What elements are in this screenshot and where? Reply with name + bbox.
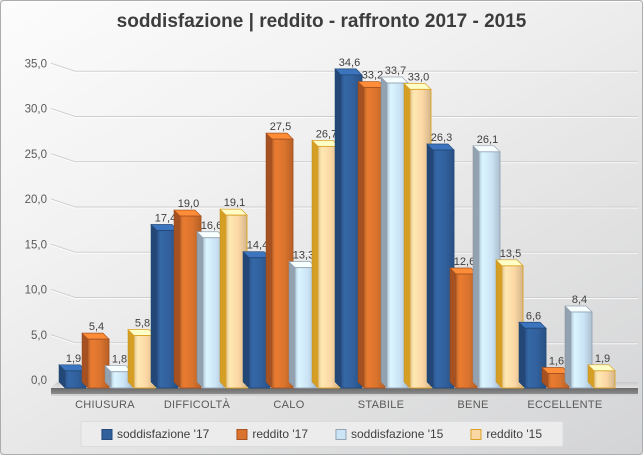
bar-soddisfazione-17-difficoltà[interactable]: 17,4 xyxy=(150,213,179,389)
legend-label: reddito '15 xyxy=(486,427,543,441)
data-label: 33,7 xyxy=(385,65,406,77)
gridlines xyxy=(50,62,638,345)
data-label: 17,4 xyxy=(155,213,176,225)
bar-reddito-17-calo[interactable]: 27,5 xyxy=(265,121,294,389)
data-label: 8,4 xyxy=(572,294,587,306)
data-label: 13,5 xyxy=(500,248,521,260)
chart-legend: soddisfazione '17 reddito '17 soddisfazion… xyxy=(79,421,564,447)
data-label: 34,6 xyxy=(339,57,360,69)
bar-soddisfazione-15-bene[interactable]: 26,1 xyxy=(472,134,501,389)
data-label: 16,6 xyxy=(201,220,222,232)
x-axis-label: CHIUSURA xyxy=(75,399,135,411)
data-label: 1,8 xyxy=(112,354,127,366)
y-tick-label: 20,0 xyxy=(25,194,47,206)
bar-reddito-15-eccellente[interactable]: 1,9 xyxy=(587,353,616,389)
y-tick-label: 0,0 xyxy=(31,375,47,387)
data-label: 19,0 xyxy=(178,198,199,210)
bar-soddisfazione-17-chiusura[interactable]: 1,9 xyxy=(58,353,87,389)
chart-title: soddisfazione | reddito - raffronto 2017… xyxy=(116,11,527,32)
bar-soddisfazione-17-eccellente[interactable]: 6,6 xyxy=(518,310,547,389)
y-tick-label: 25,0 xyxy=(25,149,47,161)
bar-soddisfazione-15-eccellente[interactable]: 8,4 xyxy=(564,294,593,389)
y-axis-labels: 0,0 5,0 10,0 15,0 20,0 25,0 30,0 35,0 xyxy=(25,58,47,387)
legend-item-reddito-15[interactable]: reddito '15 xyxy=(470,427,542,441)
y-tick-label: 15,0 xyxy=(25,239,47,251)
x-axis-labels: CHIUSURA DIFFICOLTÀ CALO STABILE BENE ECCELLE… xyxy=(75,398,602,411)
bar-reddito-17-chiusura[interactable]: 5,4 xyxy=(81,321,110,389)
data-label: 5,8 xyxy=(135,318,150,330)
bar-reddito-17-stabile[interactable]: 33,2 xyxy=(357,70,386,389)
data-label: 1,9 xyxy=(66,353,81,365)
bar-reddito-17-difficoltà[interactable]: 19,0 xyxy=(173,198,202,389)
legend-label: soddisfazione '17 xyxy=(116,427,210,441)
y-tick-label: 35,0 xyxy=(25,58,47,70)
bar-reddito-15-chiusura[interactable]: 5,8 xyxy=(127,318,156,389)
data-label: 14,4 xyxy=(247,240,268,252)
bar-soddisfazione-17-stabile[interactable]: 34,6 xyxy=(334,57,363,389)
bar-reddito-15-difficoltà[interactable]: 19,1 xyxy=(219,197,248,389)
bar-soddisfazione-17-bene[interactable]: 26,3 xyxy=(426,132,455,389)
data-label: 27,5 xyxy=(270,121,291,133)
bar-soddisfazione-15-calo[interactable]: 13,3 xyxy=(288,250,317,389)
bar-soddisfazione-15-chiusura[interactable]: 1,8 xyxy=(104,354,133,389)
x-axis-label: CALO xyxy=(273,399,304,411)
legend-item-reddito-17[interactable]: reddito '17 xyxy=(236,427,308,441)
bar-reddito-15-bene[interactable]: 13,5 xyxy=(495,248,524,389)
data-label: 26,7 xyxy=(316,128,337,140)
data-label: 1,6 xyxy=(549,356,564,368)
y-tick-label: 10,0 xyxy=(25,285,47,297)
data-label: 26,1 xyxy=(477,134,498,146)
legend-marker-icon xyxy=(236,428,248,440)
legend-label: soddisfazione '15 xyxy=(351,427,444,441)
bar-soddisfazione-15-difficoltà[interactable]: 16,6 xyxy=(196,220,225,389)
legend-item-soddisfazione-17[interactable]: soddisfazione '17 xyxy=(100,427,210,441)
x-axis-label: DIFFICOLTÀ xyxy=(164,398,231,411)
data-label: 1,9 xyxy=(595,353,610,365)
bar-reddito-17-bene[interactable]: 12,6 xyxy=(449,256,478,389)
y-tick-label: 5,0 xyxy=(31,330,47,342)
legend-marker-icon xyxy=(470,428,482,440)
data-label: 33,2 xyxy=(362,70,383,82)
legend-marker-icon xyxy=(100,428,112,440)
bar-reddito-17-eccellente[interactable]: 1,6 xyxy=(541,356,570,389)
data-label: 26,3 xyxy=(431,132,452,144)
bar-soddisfazione-17-calo[interactable]: 14,4 xyxy=(242,240,271,389)
legend-item-soddisfazione-15[interactable]: soddisfazione '15 xyxy=(335,427,443,441)
legend-label: reddito '17 xyxy=(252,427,308,441)
data-label: 5,4 xyxy=(89,321,104,333)
x-axis-label: STABILE xyxy=(358,399,405,411)
data-label: 33,0 xyxy=(408,71,429,83)
x-axis-label: BENE xyxy=(457,399,488,411)
data-label: 19,1 xyxy=(224,197,245,209)
bar-reddito-15-stabile[interactable]: 33,0 xyxy=(403,71,432,389)
y-tick-label: 30,0 xyxy=(25,104,47,116)
x-axis-label: ECCELLENTE xyxy=(527,399,602,411)
legend-marker-icon xyxy=(335,428,346,440)
data-label: 13,3 xyxy=(293,250,314,262)
data-label: 12,6 xyxy=(454,256,475,268)
bar-soddisfazione-15-stabile[interactable]: 33,7 xyxy=(380,65,409,389)
data-label: 6,6 xyxy=(526,310,541,322)
